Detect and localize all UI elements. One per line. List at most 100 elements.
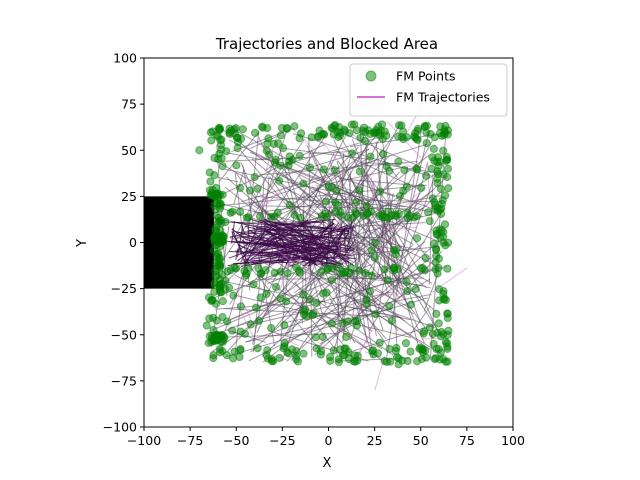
fm-point (412, 234, 422, 243)
fm-point (212, 330, 221, 339)
fm-point (439, 146, 448, 155)
fm-point (236, 207, 245, 216)
fm-point (443, 344, 452, 353)
trajectory-segment (279, 149, 323, 315)
fm-point (258, 122, 267, 131)
trajectory-segment (236, 222, 296, 236)
fm-point (422, 138, 431, 148)
fm-point (392, 343, 401, 353)
legend-points-marker (365, 70, 377, 82)
fm-point (210, 171, 219, 180)
fm-point (419, 329, 428, 338)
fm-point (443, 264, 452, 273)
fm-point (340, 125, 349, 134)
fm-point (378, 149, 388, 159)
trajectory-segment (305, 141, 370, 251)
fm-point (295, 151, 304, 160)
fm-point (367, 271, 376, 280)
fm-point (276, 131, 286, 140)
fm-point (273, 208, 282, 217)
fm-point (365, 287, 375, 296)
plot-content (144, 98, 468, 391)
fm-point (312, 298, 321, 307)
fm-point (428, 194, 437, 203)
trajectory-segment (226, 152, 264, 161)
fm-point (361, 127, 370, 137)
fm-point (440, 220, 450, 229)
trajectory-segment (329, 233, 339, 250)
fm-point (226, 208, 235, 217)
fm-point (355, 167, 364, 176)
legend-points-label: FM Points (396, 69, 456, 84)
x-tick-label: −50 (223, 433, 249, 448)
fm-point (217, 219, 226, 228)
fm-point (441, 241, 450, 250)
fm-point (275, 176, 284, 185)
trajectory-segment (285, 224, 350, 264)
fm-point (330, 120, 340, 130)
fm-point (280, 342, 289, 351)
trajectory-segment (337, 208, 435, 340)
fm-point (367, 246, 376, 255)
fm-point (441, 191, 450, 200)
trajectory-segment (248, 218, 341, 246)
x-axis-ticks: −100 −75 −50 −25 0 25 50 75 100 (127, 427, 525, 448)
fm-point (214, 123, 223, 133)
fm-point (269, 357, 278, 366)
fm-point (390, 266, 399, 275)
trajectory-segment (345, 251, 360, 255)
x-tick-label: −25 (269, 433, 295, 448)
fm-point (218, 346, 227, 356)
fm-point (439, 170, 448, 179)
x-tick-label: 50 (413, 433, 429, 448)
fm-point (211, 299, 221, 308)
fm-point (362, 209, 372, 218)
fm-point (220, 333, 229, 342)
fm-point (437, 327, 446, 337)
trajectory-segment (245, 308, 393, 343)
fm-point (271, 158, 280, 167)
x-tick-label: 0 (325, 433, 333, 448)
fm-point (241, 271, 251, 280)
fm-point (223, 317, 232, 326)
fm-point (422, 353, 431, 362)
trajectory-segment (345, 224, 355, 252)
fm-point (334, 263, 343, 272)
fm-point (435, 355, 444, 364)
fm-point (299, 349, 308, 358)
fm-point (387, 316, 396, 325)
fm-point (305, 295, 314, 304)
fm-point (349, 213, 358, 222)
fm-point (250, 172, 259, 182)
trajectory-segment (344, 139, 380, 215)
fm-point (443, 164, 453, 173)
fm-point (215, 199, 224, 208)
fm-point (368, 346, 378, 355)
fm-point (283, 269, 292, 278)
trajectory-segment (232, 230, 343, 266)
trajectory-segment (274, 247, 342, 262)
trajectory-segment (273, 229, 350, 232)
fm-point (265, 150, 274, 159)
fm-point (394, 360, 403, 369)
fm-point (323, 265, 332, 274)
y-tick-label: −75 (111, 373, 137, 388)
fm-point (333, 201, 342, 210)
fm-point (443, 309, 452, 318)
y-tick-label: 0 (129, 235, 137, 250)
y-tick-label: 50 (121, 143, 137, 158)
fm-point (217, 135, 226, 144)
trajectory-segment (233, 294, 412, 338)
fm-point (206, 177, 215, 186)
trajectory-segment (219, 131, 260, 182)
fm-point (390, 245, 399, 255)
x-tick-label: −100 (127, 433, 161, 448)
x-tick-label: −75 (177, 433, 203, 448)
trajectory-segment (348, 177, 372, 349)
blocked-area (144, 196, 215, 289)
fm-point (439, 232, 448, 242)
fm-point (330, 166, 339, 175)
fm-point (434, 254, 444, 263)
fm-point (267, 323, 276, 333)
fm-point (236, 302, 246, 311)
